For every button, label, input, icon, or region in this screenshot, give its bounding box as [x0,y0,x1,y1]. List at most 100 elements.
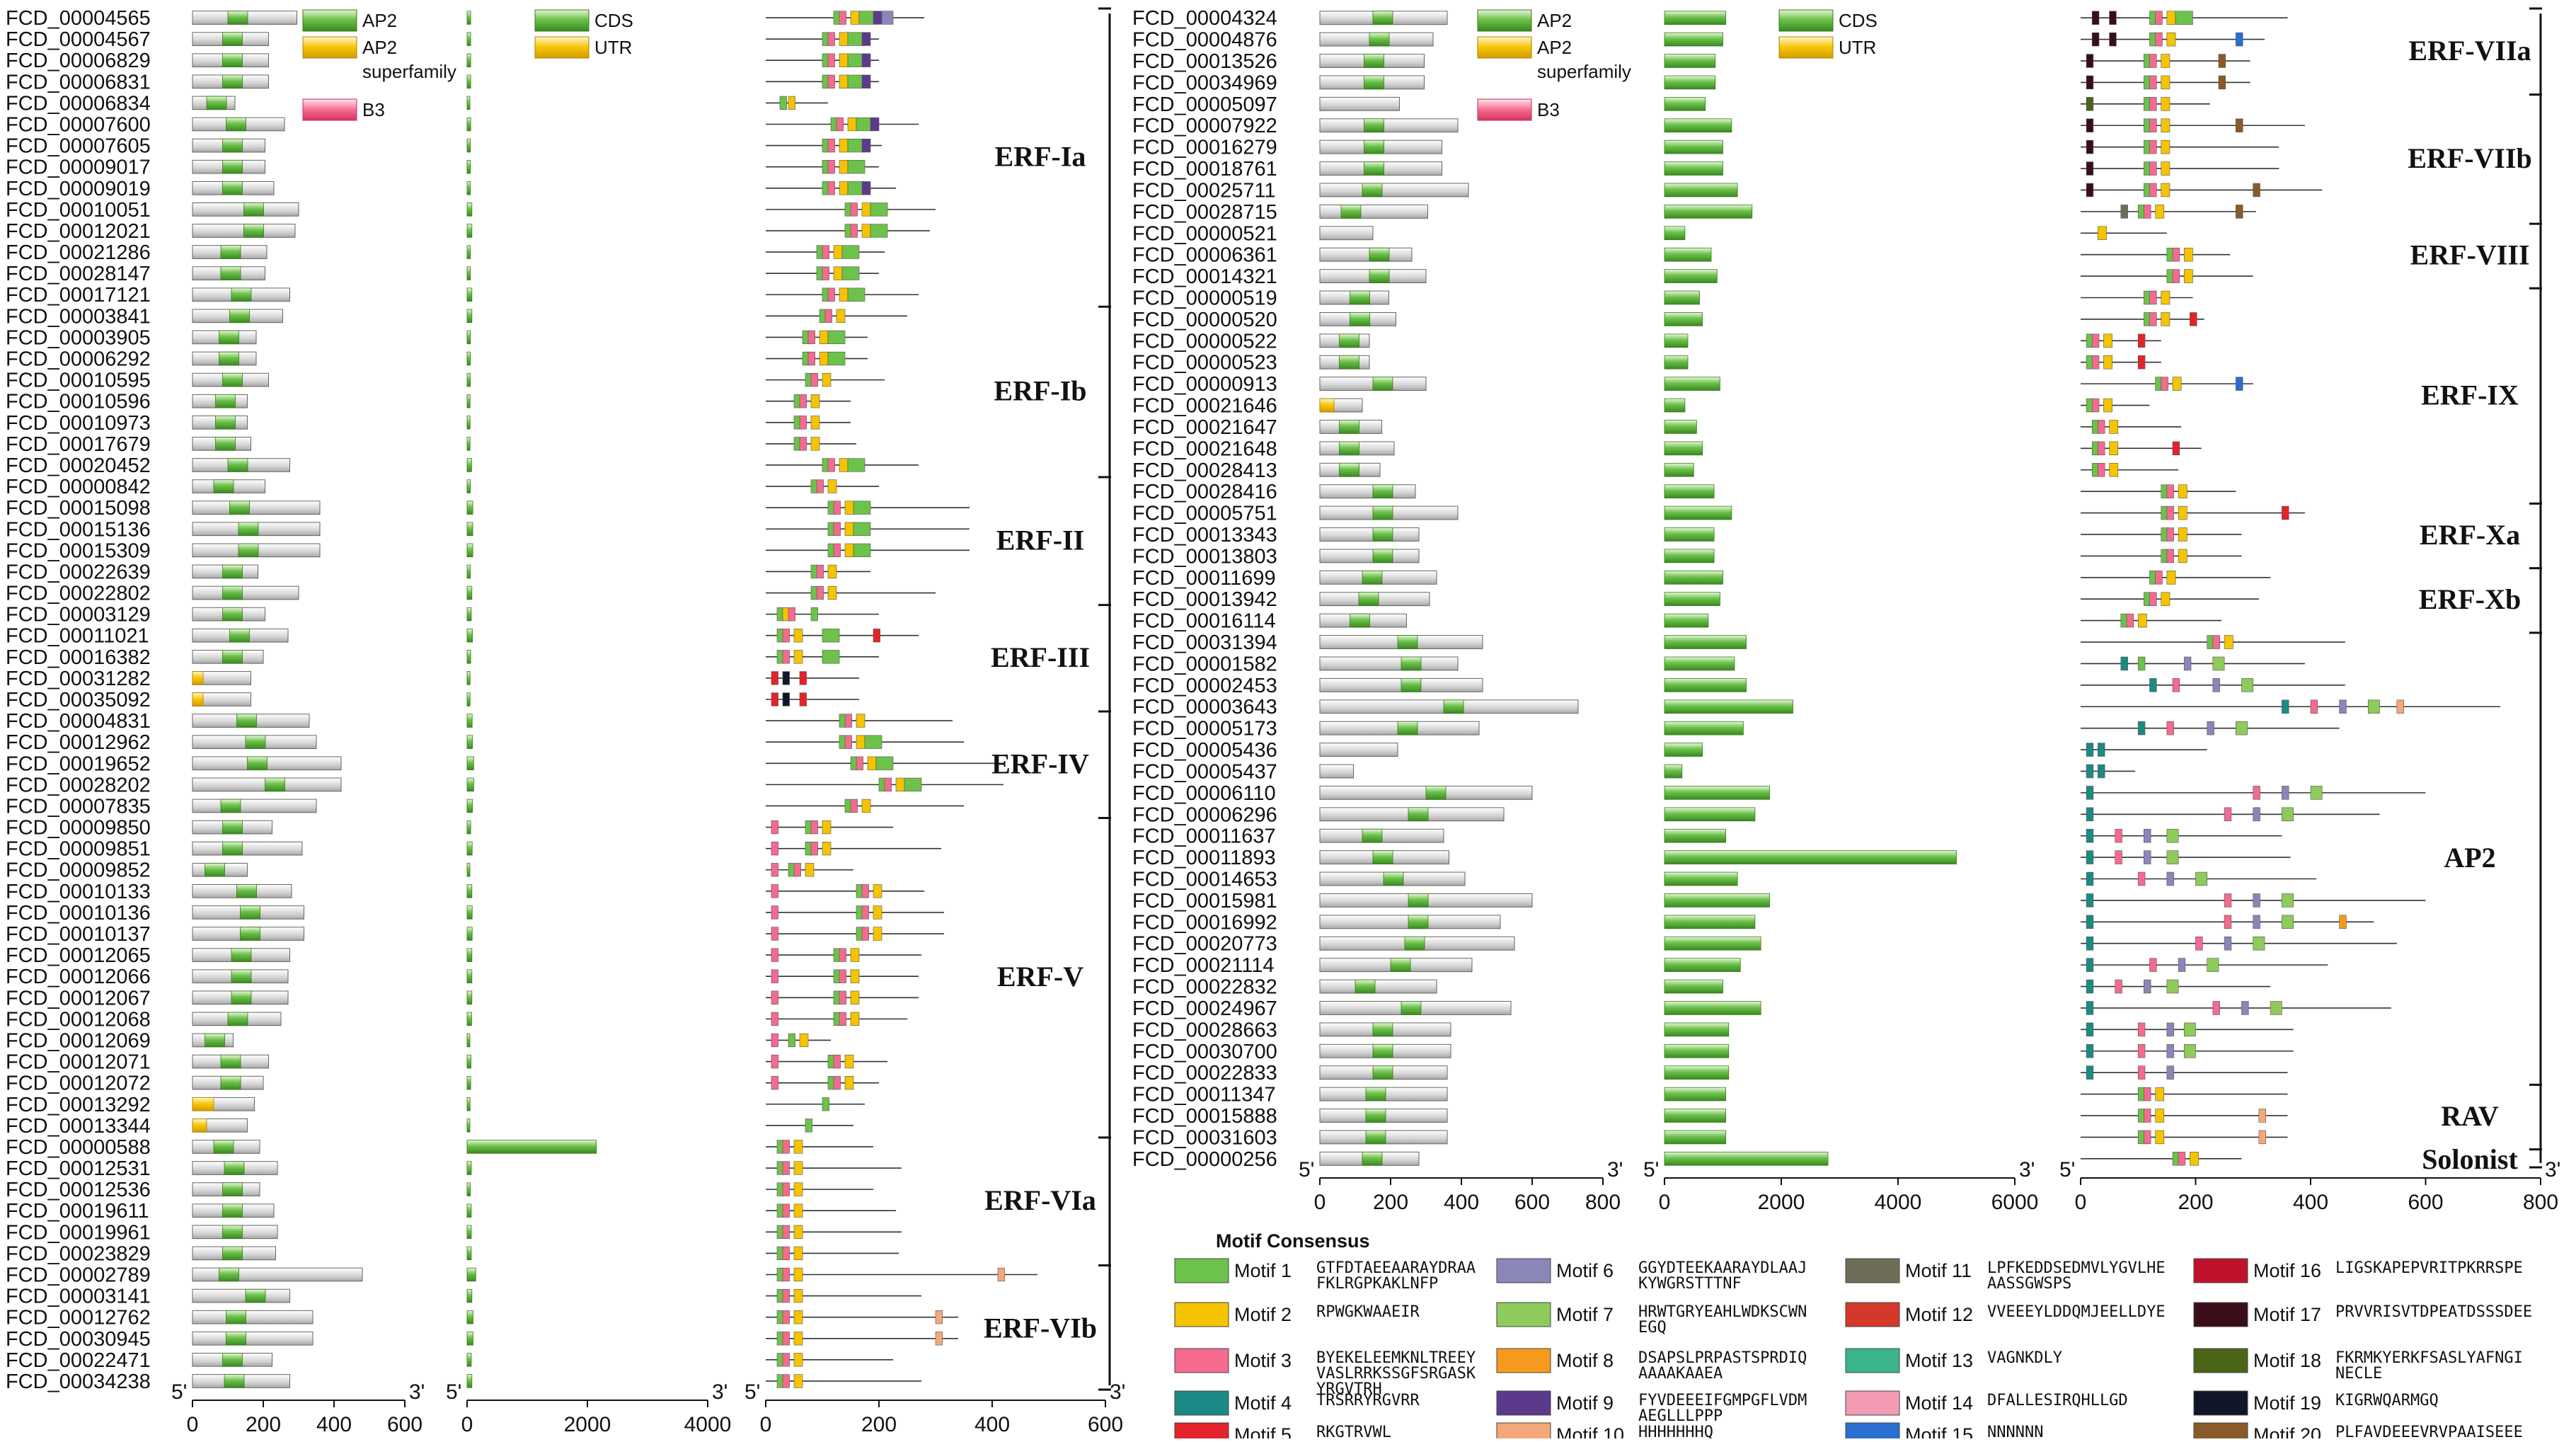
left-cds-bar [466,96,471,110]
right-ap2-domain [1339,355,1359,370]
left-cds-bar [466,1225,472,1240]
left-cds-bar [466,969,473,983]
motif-legend-sequence-17: PRVVRISVTDPEATDSSSDEE [2335,1303,2532,1321]
left-motif-1-box [847,458,866,472]
left-cds-bar [466,564,471,579]
motif-legend-label-16: Motif 16 [2253,1260,2321,1281]
right-motif-2-box [2109,441,2119,456]
left-motif-2-box [805,863,815,877]
left-gene-id-7: FCD_00009017 [6,156,151,179]
left-motif-2-box [839,32,849,46]
right-motif-2-box [2161,118,2170,132]
right-cds-bar [1664,247,1712,262]
right-gene-id-25: FCD_00013803 [1132,545,1277,568]
left-gene-id-46: FCD_00012067 [6,987,151,1009]
right-motif-3-box [2166,505,2174,520]
left-ap2-domain [226,117,246,132]
right-motif-3-box [2144,205,2151,219]
left-cds-bar [466,1054,471,1069]
right-motif-4-box [2086,1044,2094,1058]
left-cds-tick-label: 0 [461,1413,473,1436]
left-protein-bar [192,1267,363,1282]
motif-legend-sequence-4: TRSRRYRGVRR [1316,1392,1420,1409]
right-cds-bar [1664,764,1683,779]
left-ap2-superfamily-domain [192,671,204,685]
right-legend-cds-swatch [1778,9,1834,32]
right-group-label-4: ERF-Xa [2420,519,2520,551]
right-motif-3-box [2098,441,2105,456]
left-motif-2-box [810,416,820,430]
right-motif-6-box [2253,807,2260,822]
right-protein-bar [1319,979,1437,994]
left-motif-1-box [841,245,860,259]
right-motif-2-box [2161,75,2170,90]
left-motif-1-box [847,287,866,302]
left-legend-cds-swatch [534,9,590,32]
right-motif-7-box [2195,871,2208,886]
left-motif-1-box [853,500,871,515]
left-ap2-domain [240,905,260,920]
left-motif-5-box [873,629,880,643]
left-motif-1-box [870,224,888,238]
right-cds-bar [1664,462,1694,477]
left-motif-2-box [850,969,860,983]
right-gene-id-31: FCD_00002453 [1132,675,1277,697]
motif-legend-sequence-1: GTFDTAEEAARAYDRAA [1316,1259,1476,1277]
right-motif-4-box [2282,699,2289,714]
right-cds-bar [1664,1065,1730,1080]
left-ap2-domain [227,11,248,25]
right-motif-4-box [2086,871,2094,886]
left-protein-bar [192,1288,290,1303]
right-cds-bar [1664,549,1715,563]
right-cds-bar [1664,1022,1730,1037]
right-cds-bar [1664,290,1700,305]
left-cds-bar [466,479,471,493]
left-cds-bar [466,330,471,345]
left-cds-bar [466,585,473,600]
right-cds-bar [1664,979,1723,994]
right-cds-bar [1664,527,1715,542]
left-cds-bar [466,159,471,174]
motif-legend-swatch-7 [1496,1302,1551,1327]
right-motif-2-box [2098,226,2107,241]
motif-legend-sequence-18: NECLE [2335,1365,2382,1383]
left-group-label-7: ERF-VIb [984,1312,1097,1344]
right-motif-3-box [2224,915,2232,929]
left-motif-2-box [793,1267,803,1282]
left-gene-id-54: FCD_00012531 [6,1157,151,1180]
left-motif-3-box [850,224,858,238]
left-group-label-6: ERF-VIa [984,1184,1096,1216]
right-motif-6-box [2224,936,2232,951]
left-motif-2-box [793,1225,803,1239]
left-gene-id-40: FCD_00009852 [6,859,151,882]
left-motif-3-box [782,629,790,643]
right-motif-7-box [2270,1001,2282,1015]
motif-legend-label-11: Motif 11 [1905,1260,1972,1281]
right-motif-4-box [2120,656,2128,671]
right-motif-17-box [2086,161,2094,176]
left-group-label-2: ERF-II [996,524,1084,556]
right-motif-tick-label: 400 [2293,1191,2328,1214]
motif-legend-sequence-7: EGQ [1638,1319,1667,1337]
left-motif-2-box [839,287,849,302]
left-motif-2-box [822,820,832,835]
left-motif-2-box [793,1203,803,1218]
left-motif-2-box [895,777,905,791]
right-gene-id-10: FCD_00000521 [1132,222,1277,245]
left-motif-19-box [782,671,790,685]
left-motif-3-box [782,1161,790,1175]
left-ap2-domain [243,224,264,238]
left-gene-id-19: FCD_00010973 [6,412,151,435]
left-motif-2-box [844,543,854,557]
right-ap2-domain [1339,333,1359,348]
right-cds-bar [1664,570,1723,585]
left-gene-id-17: FCD_00010595 [6,370,151,392]
left-motif-2-box [799,1033,809,1048]
right-ap2-domain [1365,1109,1386,1123]
right-motif-5-box [2282,505,2289,520]
left-cds-bar [466,671,471,685]
right-motif-1-box [2175,11,2193,25]
left-gene-id-26: FCD_00022639 [6,561,151,583]
right-cds-bar [1664,139,1723,154]
